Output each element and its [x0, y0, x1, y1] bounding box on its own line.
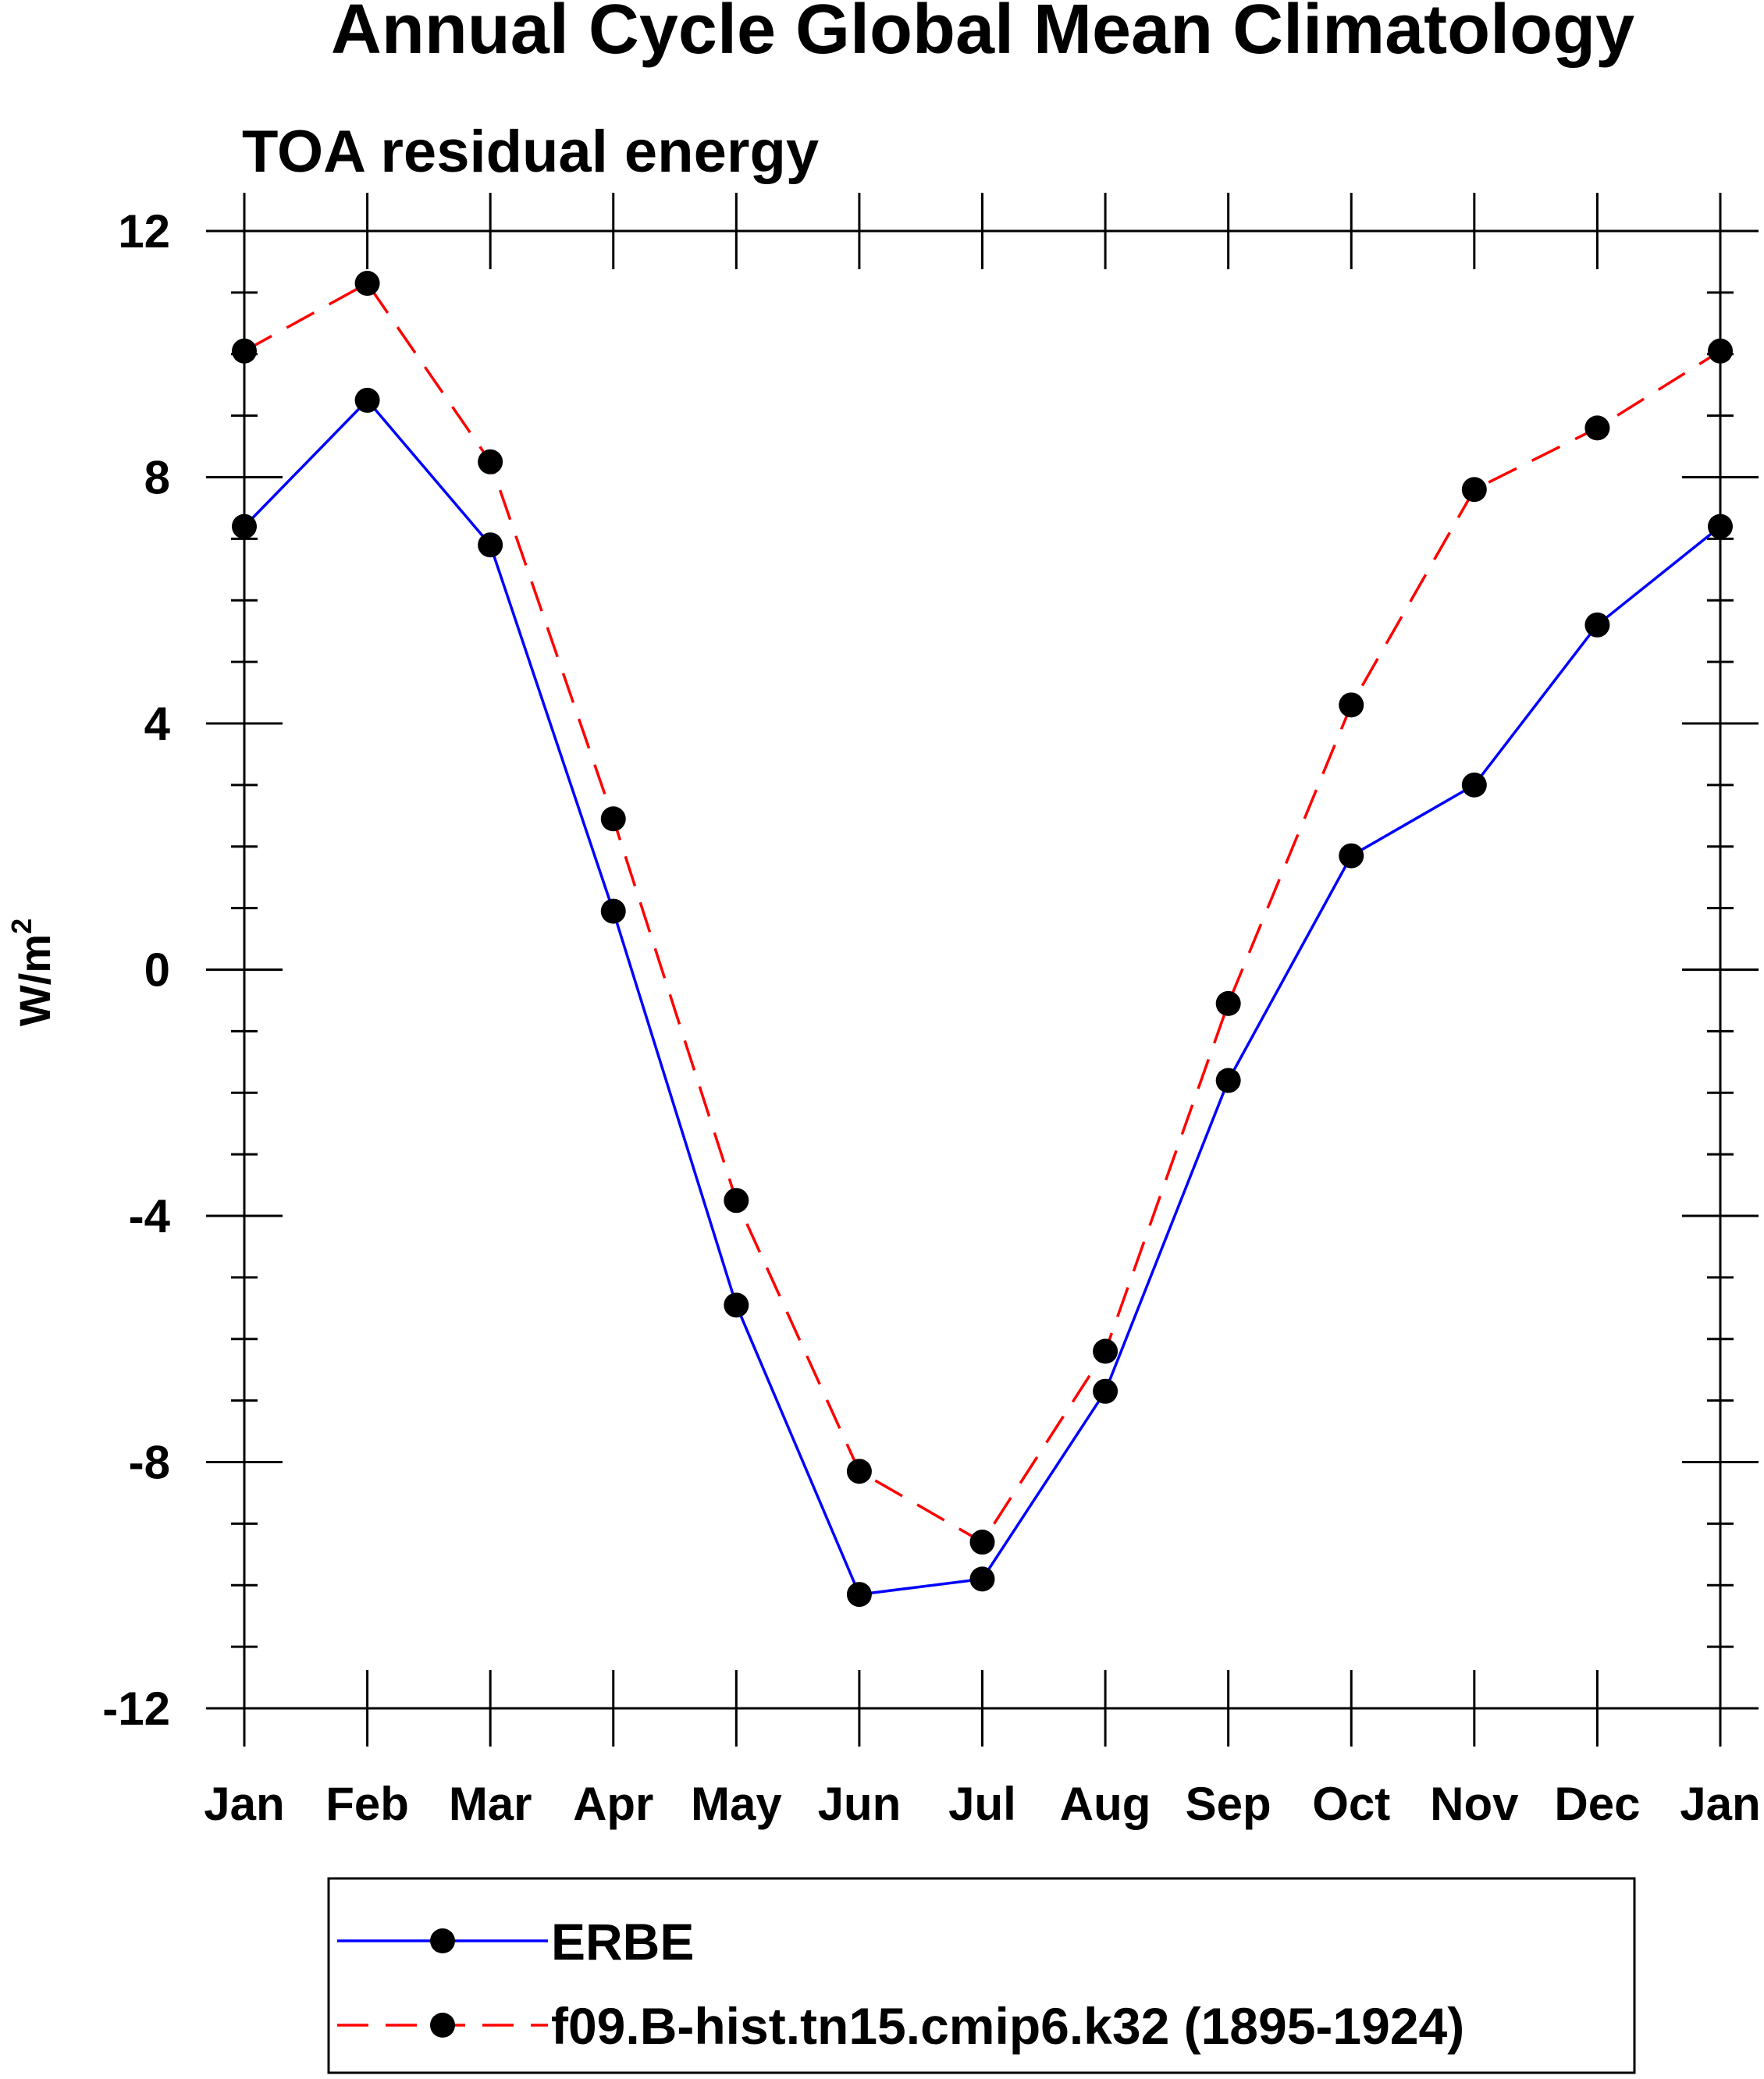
- x-tick-label: Aug: [1060, 1778, 1151, 1830]
- x-tick-label: Jul: [948, 1778, 1016, 1830]
- data-point: [969, 1566, 995, 1592]
- y-tick-label: -12: [102, 1683, 170, 1735]
- data-point: [1461, 772, 1487, 798]
- x-tick-label: Apr: [573, 1778, 653, 1830]
- y-axis-label-superscript: 2: [5, 919, 37, 934]
- y-tick-label: 0: [144, 944, 170, 997]
- data-point: [846, 1459, 872, 1484]
- chart-title: Annual Cycle Global Mean Climatology: [331, 0, 1634, 69]
- x-tick-label: Sep: [1186, 1778, 1271, 1830]
- data-point: [478, 532, 503, 558]
- x-tick-label: Jan: [1680, 1778, 1760, 1830]
- legend-swatch-marker: [430, 2013, 455, 2038]
- legend-box: [327, 1877, 1636, 2074]
- chart-subtitle: TOA residual energy: [242, 119, 819, 185]
- data-point: [724, 1292, 749, 1318]
- data-point: [1093, 1378, 1119, 1404]
- legend-item: f09.B-hist.tn15.cmip6.k32 (1895-1924): [337, 1997, 1464, 2055]
- data-point: [1215, 1068, 1241, 1093]
- x-tick-label: Oct: [1312, 1778, 1390, 1830]
- data-point: [724, 1188, 749, 1214]
- data-point: [232, 514, 257, 539]
- data-point: [232, 338, 257, 364]
- series-model: [232, 271, 1733, 1555]
- x-tick-label: May: [691, 1778, 782, 1830]
- plot-frame: [243, 229, 1722, 1710]
- axes: -12 -8 -4 0 4 8 12 Jan Feb Mar Apr May Jun Jul Aug Sep O…: [102, 193, 1761, 1830]
- series-layer: [232, 271, 1733, 1608]
- x-tick-label: Jun: [818, 1778, 902, 1830]
- y-tick-label: 12: [118, 205, 170, 258]
- data-point: [600, 806, 626, 832]
- x-tick-label: Mar: [449, 1778, 532, 1830]
- series-line: [243, 398, 1722, 1596]
- legend: ERBE f09.B-hist.tn15.cmip6.k32 (1895-1924…: [327, 1877, 1636, 2074]
- x-tick-label: Feb: [325, 1778, 409, 1830]
- data-point: [1339, 843, 1364, 869]
- svg-text:W/m2: W/m2: [5, 919, 59, 1026]
- y-axis-label-text: W/m: [10, 934, 59, 1026]
- legend-items: ERBE f09.B-hist.tn15.cmip6.k32 (1895-1924…: [337, 1913, 1464, 2055]
- y-tick-label: -4: [129, 1190, 171, 1242]
- data-point: [354, 387, 380, 413]
- data-point: [1708, 338, 1733, 364]
- data-point: [1708, 514, 1733, 539]
- data-point: [354, 271, 380, 297]
- legend-label: f09.B-hist.tn15.cmip6.k32 (1895-1924): [551, 1997, 1464, 2055]
- y-tick-label: 4: [144, 698, 171, 750]
- data-point: [600, 898, 626, 924]
- y-axis-label: W/m2: [5, 919, 59, 1026]
- x-tick-label: Nov: [1430, 1778, 1519, 1830]
- data-point: [1584, 415, 1610, 441]
- legend-label: ERBE: [551, 1913, 694, 1971]
- data-point: [1215, 990, 1241, 1016]
- data-point: [969, 1530, 995, 1555]
- legend-swatch-marker: [430, 1928, 455, 1953]
- data-point: [1584, 612, 1610, 638]
- data-point: [1093, 1338, 1119, 1364]
- data-point: [846, 1582, 872, 1608]
- y-tick-label: -8: [129, 1437, 170, 1489]
- data-point: [1461, 477, 1487, 503]
- legend-item: ERBE: [337, 1913, 694, 1971]
- series-erbe: [232, 387, 1733, 1608]
- data-point: [1339, 692, 1364, 718]
- x-tick-label: Dec: [1554, 1778, 1640, 1830]
- y-tick-label: 8: [144, 452, 170, 504]
- x-tick-label: Jan: [204, 1778, 284, 1830]
- data-point: [478, 449, 503, 474]
- series-line: [244, 281, 1721, 1544]
